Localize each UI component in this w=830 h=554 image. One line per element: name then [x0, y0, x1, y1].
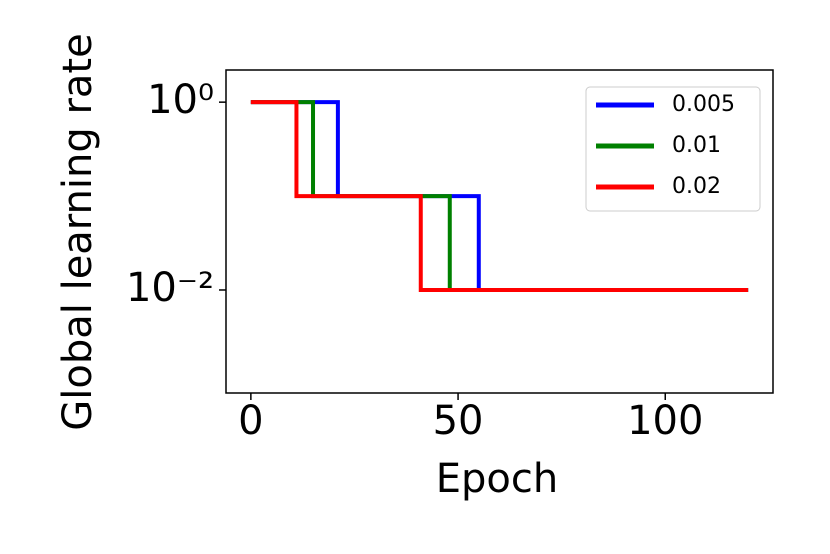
legend-label: 0.01	[672, 133, 721, 158]
y-tick-label: 10⁻²	[126, 265, 214, 311]
series-line	[250, 100, 749, 292]
legend-label: 0.02	[672, 174, 721, 199]
x-tick-label: 100	[627, 398, 703, 444]
x-axis-label: Epoch	[436, 456, 558, 502]
x-tick-label: 0	[238, 398, 263, 444]
legend-label: 0.005	[672, 92, 735, 117]
y-tick-label: 10⁰	[147, 77, 214, 123]
y-axis-label: Global learning rate	[55, 33, 101, 430]
plot-frame	[225, 69, 774, 394]
x-tick-label: 50	[433, 398, 484, 444]
legend-box	[585, 86, 761, 212]
